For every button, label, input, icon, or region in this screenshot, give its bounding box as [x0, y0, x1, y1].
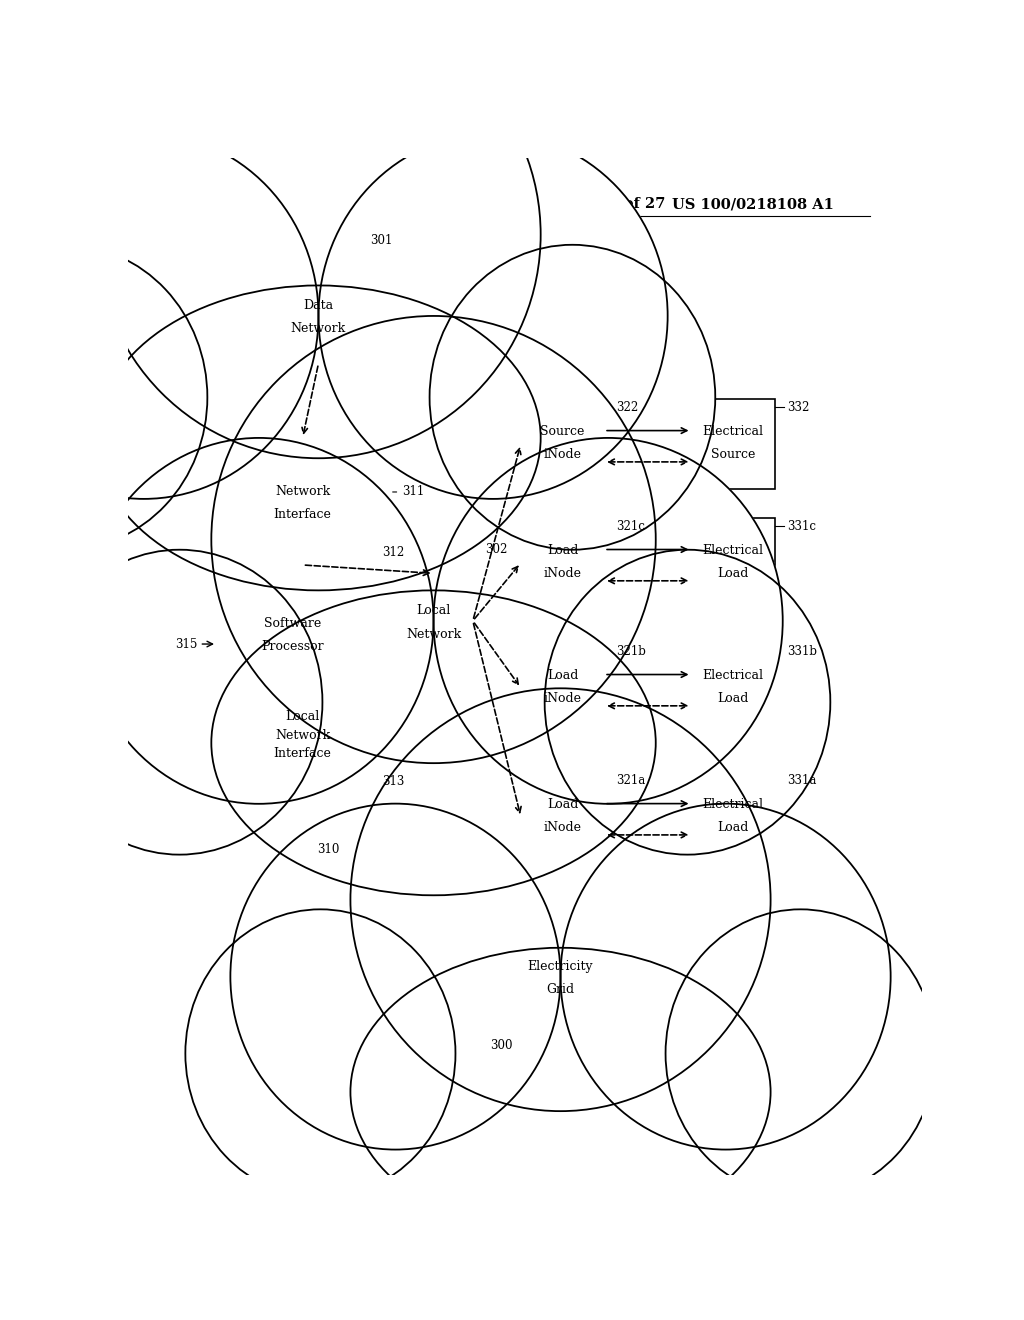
Text: 331c: 331c: [786, 520, 816, 533]
Text: Patent Application Publication: Patent Application Publication: [187, 197, 439, 211]
Ellipse shape: [96, 285, 541, 590]
Ellipse shape: [0, 133, 318, 499]
Ellipse shape: [211, 590, 655, 895]
Bar: [691, 519, 775, 607]
Text: Load: Load: [718, 692, 749, 705]
Bar: [691, 399, 775, 488]
Bar: [236, 438, 370, 565]
Ellipse shape: [666, 909, 936, 1197]
Text: 321c: 321c: [616, 520, 645, 533]
Text: US 100/0218108 A1: US 100/0218108 A1: [672, 197, 834, 211]
Text: Load: Load: [718, 821, 749, 834]
Text: Local: Local: [417, 605, 451, 618]
Bar: [691, 772, 775, 862]
Text: Network: Network: [291, 322, 346, 335]
Bar: [521, 643, 604, 733]
Bar: [246, 590, 339, 677]
Ellipse shape: [211, 315, 655, 763]
Text: Load: Load: [547, 544, 579, 557]
Ellipse shape: [433, 438, 782, 804]
Text: Electrical: Electrical: [702, 425, 764, 438]
Ellipse shape: [430, 244, 716, 549]
Text: Source: Source: [541, 425, 585, 438]
Text: Fig. 3: Fig. 3: [731, 1056, 815, 1081]
Text: 322: 322: [616, 401, 638, 414]
Bar: [236, 677, 370, 793]
Text: Local: Local: [286, 710, 319, 723]
Text: Electricity: Electricity: [527, 960, 593, 973]
Text: iNode: iNode: [544, 692, 582, 705]
Text: Network: Network: [406, 627, 461, 640]
Text: 310: 310: [316, 843, 339, 857]
Text: 331a: 331a: [786, 774, 816, 787]
Text: iNode: iNode: [544, 821, 582, 834]
Text: 302: 302: [485, 544, 508, 556]
Bar: [691, 643, 775, 733]
Text: Interface: Interface: [273, 747, 332, 760]
Text: Interface: Interface: [273, 508, 332, 521]
Text: 313: 313: [382, 775, 404, 788]
Text: Network: Network: [275, 729, 330, 742]
Text: 321a: 321a: [616, 774, 645, 787]
Ellipse shape: [318, 133, 668, 499]
Text: Processor: Processor: [261, 640, 324, 653]
Text: 312: 312: [382, 546, 404, 560]
Text: 311: 311: [401, 486, 424, 499]
Ellipse shape: [545, 549, 830, 854]
Text: Aug. 26, 2010  Sheet 3 of 27: Aug. 26, 2010 Sheet 3 of 27: [433, 197, 666, 211]
Text: 321b: 321b: [616, 645, 646, 657]
Ellipse shape: [350, 948, 771, 1236]
Text: iNode: iNode: [544, 566, 582, 579]
Text: Electrical: Electrical: [702, 669, 764, 682]
Bar: [521, 519, 604, 607]
Text: Load: Load: [547, 669, 579, 682]
Ellipse shape: [185, 909, 456, 1197]
Bar: [521, 772, 604, 862]
Ellipse shape: [84, 438, 433, 804]
Text: Grid: Grid: [547, 983, 574, 997]
Text: 300: 300: [490, 1039, 513, 1052]
Text: 331b: 331b: [786, 645, 817, 657]
Text: Load: Load: [718, 566, 749, 579]
Text: 332: 332: [786, 401, 809, 414]
Text: Software: Software: [263, 616, 321, 630]
Ellipse shape: [350, 688, 771, 1111]
Bar: [521, 399, 604, 488]
Text: Network: Network: [275, 484, 330, 498]
Text: 315: 315: [175, 638, 197, 651]
Ellipse shape: [230, 804, 560, 1150]
Text: Electrical: Electrical: [702, 799, 764, 812]
Ellipse shape: [96, 11, 541, 458]
Text: Electrical: Electrical: [702, 544, 764, 557]
Ellipse shape: [37, 549, 323, 854]
Ellipse shape: [0, 244, 207, 549]
Text: Data: Data: [303, 300, 334, 313]
Ellipse shape: [560, 804, 891, 1150]
Bar: [219, 367, 390, 814]
Text: iNode: iNode: [544, 447, 582, 461]
Text: Source: Source: [711, 447, 756, 461]
Text: 301: 301: [370, 234, 392, 247]
Text: Load: Load: [547, 799, 579, 812]
